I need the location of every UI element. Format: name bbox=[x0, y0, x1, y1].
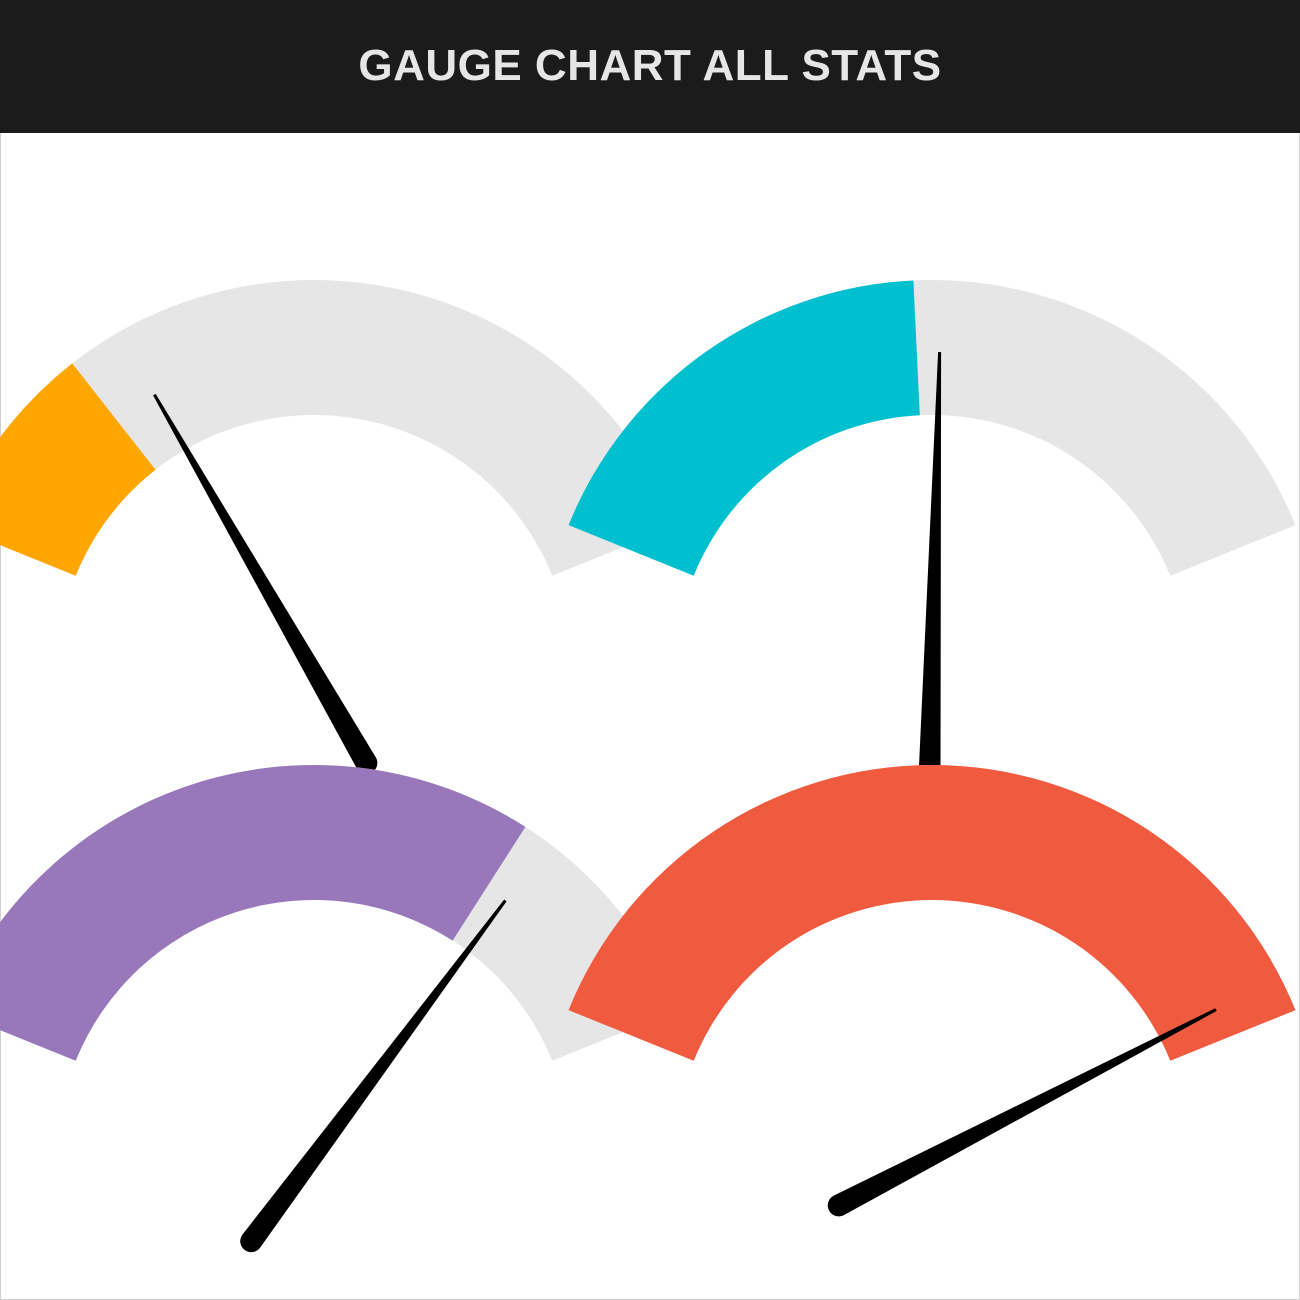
chart-title: GAUGE CHART ALL STATS bbox=[358, 40, 942, 90]
gauge-3 bbox=[0, 765, 678, 1253]
gauge-value-arc bbox=[568, 765, 1296, 1061]
header-bar: GAUGE CHART ALL STATS bbox=[0, 0, 1300, 133]
gauge-needle bbox=[240, 899, 507, 1253]
gauge-needle bbox=[827, 1008, 1217, 1217]
gauge-4 bbox=[568, 765, 1296, 1217]
gauge-value-arc bbox=[568, 280, 920, 576]
gauge-needle bbox=[153, 393, 378, 775]
gauge-1 bbox=[0, 280, 678, 775]
gauge-value-arc bbox=[0, 363, 156, 576]
gauge-value-arc bbox=[0, 765, 526, 1061]
gauge-2 bbox=[568, 280, 1296, 788]
gauge-needle bbox=[918, 352, 942, 788]
gauge-track bbox=[0, 280, 678, 576]
